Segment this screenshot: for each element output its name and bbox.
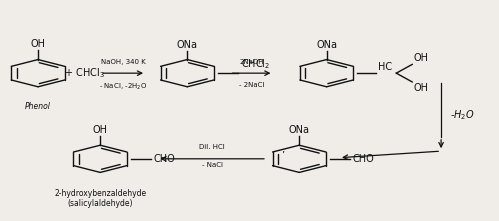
Text: - 2NaCl: - 2NaCl [239,82,264,88]
Text: OH: OH [414,84,429,93]
Text: HC: HC [378,62,393,72]
Text: OH: OH [414,53,429,63]
Text: NaOH, 340 K: NaOH, 340 K [101,59,146,65]
Text: CHO: CHO [154,154,175,164]
Text: ’: ’ [281,151,284,161]
Text: ONa: ONa [316,40,337,50]
Text: OH: OH [30,39,45,49]
Text: Dil. HCl: Dil. HCl [199,145,225,151]
Text: 2-hydroxybenzaldehyde
(salicylaldehyde): 2-hydroxybenzaldehyde (salicylaldehyde) [54,189,146,208]
Text: OH: OH [93,125,108,135]
Text: -H$_2$O: -H$_2$O [450,108,475,122]
Text: CHO: CHO [352,154,374,164]
Text: ONa: ONa [289,125,310,135]
Text: Phenol: Phenol [25,102,51,111]
Text: - NaCl: - NaCl [202,162,223,168]
Text: 2NaOH: 2NaOH [239,59,264,65]
Text: CHCl$_2$: CHCl$_2$ [241,57,270,70]
Text: - NaCl, -2H$_2$O: - NaCl, -2H$_2$O [99,82,147,92]
Text: ONa: ONa [177,40,198,50]
Text: + CHCl$_3$: + CHCl$_3$ [64,66,105,80]
